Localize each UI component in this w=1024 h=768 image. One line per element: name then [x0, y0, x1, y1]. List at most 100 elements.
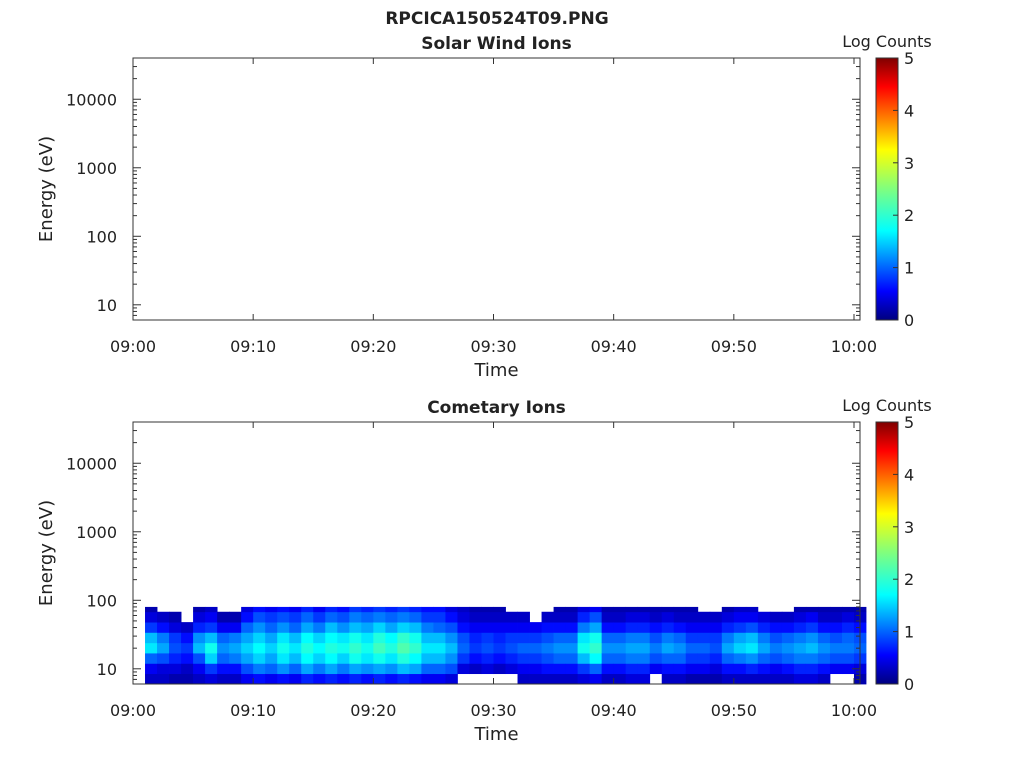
- heatmap-cell: [241, 642, 254, 654]
- heatmap-cell: [157, 673, 170, 685]
- heatmap-cell: [709, 642, 723, 654]
- heatmap-cell: [313, 653, 326, 664]
- colorbar-tick-label: 0: [904, 311, 914, 330]
- heatmap-cell: [337, 653, 350, 664]
- heatmap-cell: [205, 642, 218, 654]
- x-tick-label: 09:10: [230, 337, 276, 356]
- heatmap-cell: [349, 673, 362, 685]
- heatmap-cell: [553, 611, 566, 623]
- heatmap-cell: [505, 663, 518, 675]
- heatmap-cell: [457, 653, 470, 664]
- heatmap-cell: [181, 642, 194, 654]
- heatmap-cell: [481, 653, 494, 664]
- heatmap-cell: [241, 653, 254, 664]
- heatmap-cell: [361, 611, 374, 623]
- heatmap-cell: [433, 622, 446, 633]
- heatmap-cell: [493, 622, 506, 633]
- heatmap-cell: [661, 622, 675, 633]
- heatmap-cell: [577, 663, 591, 675]
- heatmap-cell: [241, 606, 254, 613]
- x-tick-label: 09:50: [711, 701, 757, 720]
- colorbar-tick-label: 3: [904, 154, 914, 173]
- heatmap-cell: [325, 611, 338, 623]
- heatmap-cell: [709, 663, 723, 675]
- heatmap-cell: [517, 642, 530, 654]
- heatmap-cell: [697, 611, 711, 623]
- heatmap-cell: [649, 663, 663, 675]
- y-tick-label: 1000: [76, 523, 117, 542]
- heatmap-cell: [589, 653, 603, 664]
- heatmap-cell: [793, 663, 807, 675]
- heatmap-cell: [601, 642, 615, 654]
- heatmap-cell: [721, 642, 735, 654]
- heatmap-cell: [373, 611, 386, 623]
- heatmap-cell: [289, 632, 302, 644]
- heatmap-cell: [625, 663, 639, 675]
- heatmap-cell: [805, 663, 819, 675]
- heatmap-cell: [277, 653, 290, 664]
- heatmap-cell: [637, 673, 651, 685]
- heatmap-cell: [517, 632, 530, 644]
- heatmap-cell: [577, 632, 591, 644]
- heatmap-cell: [769, 632, 783, 644]
- heatmap-cell: [529, 653, 542, 664]
- heatmap-cell: [217, 632, 230, 644]
- heatmap-cell: [481, 642, 494, 654]
- heatmap-cell: [733, 632, 747, 644]
- heatmap-cell: [721, 606, 735, 613]
- heatmap-cell: [265, 606, 278, 613]
- heatmap-cell: [265, 653, 278, 664]
- heatmap-cell: [229, 653, 242, 664]
- heatmap-cell: [409, 663, 422, 675]
- heatmap-cell: [565, 663, 579, 675]
- heatmap-cell: [445, 663, 458, 675]
- heatmap-cell: [541, 663, 554, 675]
- heatmap-cell: [601, 653, 615, 664]
- heatmap-cell: [145, 673, 158, 685]
- heatmap-cell: [697, 673, 711, 685]
- heatmap-cell: [589, 632, 603, 644]
- heatmap-cell: [433, 642, 446, 654]
- heatmap-cell: [397, 622, 410, 633]
- heatmap-cell: [469, 632, 482, 644]
- heatmap-cell: [361, 606, 374, 613]
- heatmap-cell: [709, 632, 723, 644]
- heatmap-cell: [757, 632, 771, 644]
- heatmap-cell: [649, 611, 663, 623]
- heatmap-cell: [721, 663, 735, 675]
- heatmap-cell: [445, 632, 458, 644]
- heatmap-cell: [781, 653, 795, 664]
- heatmap-cell: [793, 653, 807, 664]
- heatmap-cell: [445, 606, 458, 613]
- heatmap-cell: [625, 642, 639, 654]
- heatmap-cell: [205, 632, 218, 644]
- heatmap-cell: [721, 622, 735, 633]
- heatmap-cell: [301, 632, 314, 644]
- heatmap-cell: [577, 611, 591, 623]
- heatmap-cell: [601, 622, 615, 633]
- heatmap-cell: [649, 653, 663, 664]
- heatmap-cell: [685, 673, 699, 685]
- heatmap-cell: [565, 673, 579, 685]
- heatmap-cell: [193, 653, 206, 664]
- heatmap-cell: [541, 611, 554, 623]
- heatmap-cell: [265, 663, 278, 675]
- heatmap-cell: [361, 642, 374, 654]
- heatmap-cell: [625, 622, 639, 633]
- heatmap-cell: [505, 632, 518, 644]
- heatmap-cell: [181, 663, 194, 675]
- heatmap-cell: [157, 663, 170, 675]
- x-tick-label: 09:20: [350, 701, 396, 720]
- heatmap-cell: [769, 673, 783, 685]
- heatmap-cell: [625, 632, 639, 644]
- heatmap-cell: [793, 642, 807, 654]
- heatmap-cell: [205, 606, 218, 613]
- heatmap-cell: [637, 622, 651, 633]
- heatmap-cell: [805, 642, 819, 654]
- heatmap-cell: [733, 663, 747, 675]
- heatmap-cell: [409, 642, 422, 654]
- heatmap-cell: [313, 611, 326, 623]
- heatmap-cell: [553, 663, 566, 675]
- heatmap-cell: [685, 632, 699, 644]
- heatmap-cell: [169, 622, 182, 633]
